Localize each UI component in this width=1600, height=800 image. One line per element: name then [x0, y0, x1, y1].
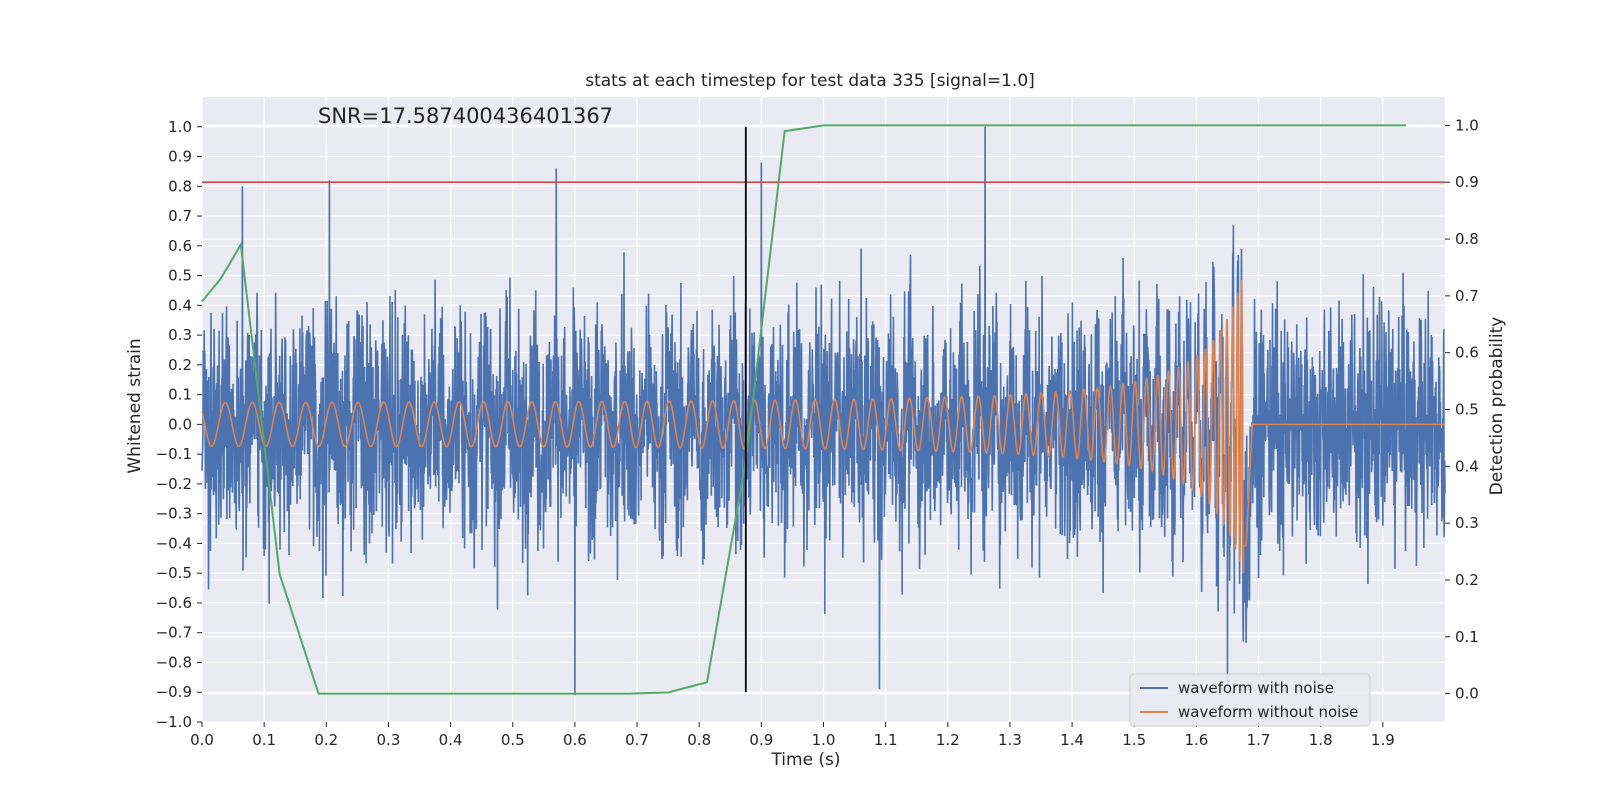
x-tick-label: 1.8: [1309, 731, 1333, 749]
y2-tick-label: 0.3: [1455, 514, 1479, 532]
y-tick-label: 0.7: [168, 207, 192, 225]
y-tick-label: 0.8: [168, 177, 192, 195]
series-detection-probability: [201, 124, 1407, 695]
x-tick-label: 1.3: [998, 731, 1022, 749]
x-axis-label: Time (s): [770, 750, 840, 770]
x-tick-label: 0.2: [314, 731, 338, 749]
y-tick-label: 0.0: [168, 415, 192, 433]
y2-tick-label: 0.7: [1455, 287, 1479, 305]
x-tick-label: 0.4: [439, 731, 463, 749]
axes: 0.0 0.1 0.2 0.3 0.4 0.5 0.6 0.7 0.8 0.9 1.0 1.1 1.2 1…: [156, 116, 1479, 749]
y-tick-label: −0.8: [156, 653, 192, 671]
y2-tick-label: 0.0: [1455, 685, 1479, 703]
y2-tick-label: 0.2: [1455, 571, 1479, 589]
y-tick-label: 0.9: [168, 148, 192, 166]
y2-tick-label: 0.8: [1455, 230, 1479, 248]
y-tick-label: −1.0: [156, 713, 192, 731]
chart-title: stats at each timestep for test data 335…: [585, 71, 1035, 91]
y2-tick-label: 0.5: [1455, 401, 1479, 419]
y-tick-label: 1.0: [168, 118, 192, 136]
legend-box: [1129, 673, 1371, 727]
data-layer: [201, 124, 1446, 696]
y-tick-label: 0.1: [168, 386, 192, 404]
series-waveform-with-noise: [201, 126, 1446, 696]
y-tick-label: −0.3: [156, 505, 192, 523]
y-tick-label: 0.4: [168, 296, 192, 314]
x-tick-label: 0.9: [749, 731, 773, 749]
y-tick-label: 0.6: [168, 237, 192, 255]
y2-tick-label: 1.0: [1455, 116, 1479, 134]
x-tick-label: 1.7: [1247, 731, 1271, 749]
x-tick-label: 1.5: [1122, 731, 1146, 749]
series-waveform-without-noise: [201, 279, 1445, 574]
y2-tick-label: 0.6: [1455, 344, 1479, 362]
x-tick-label: 0.5: [501, 731, 525, 749]
x-tick-label: 1.1: [874, 731, 898, 749]
y-tick-label: 0.2: [168, 356, 192, 374]
x-tick-label: 1.2: [936, 731, 960, 749]
x-tick-label: 0.6: [563, 731, 587, 749]
y-tick-label: 0.5: [168, 267, 192, 285]
y-axis-label: Whitened strain: [125, 338, 145, 473]
y2-tick-label: 0.4: [1455, 457, 1479, 475]
y-tick-label: −0.7: [156, 624, 192, 642]
x-tick-label: 0.0: [190, 731, 214, 749]
x-tick-label: 1.0: [812, 731, 836, 749]
x-tick-label: 0.7: [625, 731, 649, 749]
x-tick-label: 1.4: [1060, 731, 1084, 749]
y-tick-label: −0.1: [156, 445, 192, 463]
y-tick-label: −0.6: [156, 594, 192, 612]
x-tick-label: 1.6: [1184, 731, 1208, 749]
legend: waveform with noise waveform without nois…: [1129, 673, 1371, 727]
y-tick-label: 0.3: [168, 326, 192, 344]
y2-axis-label: Detection probability: [1487, 317, 1507, 496]
x-tick-label: 0.1: [252, 731, 276, 749]
x-tick-label: 0.8: [687, 731, 711, 749]
x-tick-label: 1.9: [1371, 731, 1395, 749]
y-tick-label: −0.2: [156, 475, 192, 493]
legend-entry: waveform with noise: [1178, 679, 1334, 697]
y-tick-label: −0.9: [156, 683, 192, 701]
y2-tick-label: 0.1: [1455, 628, 1479, 646]
y-tick-label: −0.5: [156, 564, 192, 582]
legend-entry: waveform without noise: [1178, 703, 1358, 721]
snr-annotation: SNR=17.587400436401367: [318, 104, 613, 128]
y-tick-label: −0.4: [156, 534, 192, 552]
x-tick-label: 0.3: [377, 731, 401, 749]
y2-tick-label: 0.9: [1455, 173, 1479, 191]
